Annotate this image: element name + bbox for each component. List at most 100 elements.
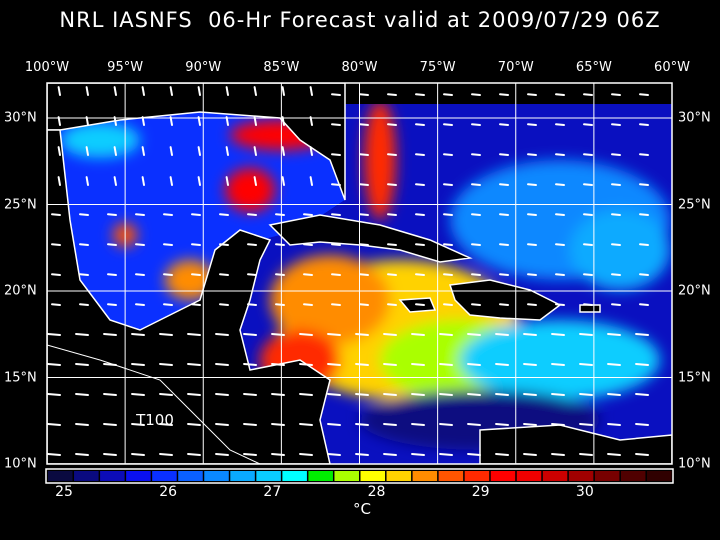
vector-arrow [169, 146, 173, 156]
vector-arrow [215, 422, 229, 426]
vector-arrow [471, 303, 481, 306]
vector-arrow [555, 183, 565, 186]
lat-label-left: 30°N [4, 110, 37, 126]
colorbar-swatch [542, 471, 568, 481]
vector-arrow [135, 273, 145, 276]
vector-arrow [523, 392, 537, 396]
vector-arrow [215, 392, 229, 396]
vector-arrow [271, 392, 285, 396]
vector-arrow [415, 153, 425, 156]
vector-arrow [467, 452, 481, 456]
colorbar-swatch [464, 471, 490, 481]
vector-arrow [611, 153, 621, 156]
vector-arrow [415, 123, 425, 126]
vector-arrow [131, 452, 145, 456]
vector-arrow [411, 332, 425, 336]
vector-arrow [583, 243, 593, 246]
vector-arrow [275, 273, 285, 276]
lat-label-left: 15°N [4, 370, 37, 385]
vector-arrow [387, 183, 397, 186]
vector-arrow [635, 332, 649, 336]
vector-arrow [439, 422, 453, 426]
vector-arrow [499, 213, 509, 216]
map-frame [46, 82, 673, 465]
vector-arrow [527, 153, 537, 156]
vector-arrow [281, 86, 285, 96]
vector-arrow [187, 332, 201, 336]
vector-arrow [191, 243, 201, 246]
vector-arrow [85, 146, 89, 156]
vector-arrow [51, 213, 61, 216]
vector-arrow [579, 362, 593, 366]
vector-arrow [299, 452, 313, 456]
vector-arrow [107, 243, 117, 246]
vector-arrow [191, 303, 201, 306]
vector-arrow [327, 332, 341, 336]
colorbar-swatch [204, 471, 229, 481]
vector-arrow [555, 303, 565, 306]
vector-arrow [103, 332, 117, 336]
vector-arrow [443, 243, 453, 246]
vector-arrow [359, 153, 369, 156]
vector-arrow [439, 362, 453, 366]
vector-arrow [359, 273, 369, 276]
vector-arrow [579, 332, 593, 336]
vector-arrow [415, 273, 425, 276]
vector-arrow [187, 422, 201, 426]
ocean-field: T100 [47, 83, 672, 464]
colorbar-label: 30 [575, 484, 594, 500]
vector-arrow [331, 123, 341, 126]
vector-arrow [551, 362, 565, 366]
vector-arrow [527, 243, 537, 246]
vector-arrow [331, 303, 341, 306]
vector-arrow [471, 123, 481, 126]
vector-arrow [163, 243, 173, 246]
vector-arrow [103, 452, 117, 456]
vector-arrow [583, 123, 593, 126]
vector-arrow [387, 213, 397, 216]
vector-arrow [471, 153, 481, 156]
lat-label-left: 10°N [4, 456, 37, 472]
vector-arrow [243, 452, 257, 456]
vector-arrow [131, 422, 145, 426]
vector-arrow [439, 452, 453, 456]
vector-arrow [135, 303, 145, 306]
vector-arrow [383, 332, 397, 336]
vector-arrow [639, 183, 649, 186]
colorbar-swatch [74, 471, 99, 481]
vector-arrow [191, 213, 201, 216]
colorbar-swatch [412, 471, 438, 481]
vector-arrow [219, 213, 229, 216]
vector-arrow [611, 303, 621, 306]
vector-arrow [579, 422, 593, 426]
vector-arrow [79, 213, 89, 216]
vector-arrow [309, 86, 313, 96]
vector-arrow [583, 93, 593, 96]
vector-arrow [225, 86, 229, 96]
colorbar-swatch [620, 471, 646, 481]
vector-arrow [309, 176, 313, 186]
vector-arrow [555, 243, 565, 246]
vector-arrow [579, 452, 593, 456]
vector-arrow [611, 93, 621, 96]
vector-arrow [275, 243, 285, 246]
vector-arrow [271, 362, 285, 366]
vector-arrow [271, 422, 285, 426]
vector-arrow [635, 362, 649, 366]
vector-arrow [471, 93, 481, 96]
colorbar-swatch [256, 471, 281, 481]
colorbar-swatch [490, 471, 516, 481]
vector-arrow [57, 86, 61, 96]
colorbar-swatch [594, 471, 620, 481]
vector-arrow [551, 452, 565, 456]
vector-arrow [635, 452, 649, 456]
vector-arrow [247, 303, 257, 306]
vector-arrow [611, 183, 621, 186]
vector-arrow [471, 183, 481, 186]
lon-label: 80°W [341, 60, 378, 75]
vector-arrow [131, 362, 145, 366]
vector-arrow [495, 332, 509, 336]
lat-label-right: 10°N [678, 456, 711, 472]
vector-arrow [527, 303, 537, 306]
vector-arrow [243, 422, 257, 426]
